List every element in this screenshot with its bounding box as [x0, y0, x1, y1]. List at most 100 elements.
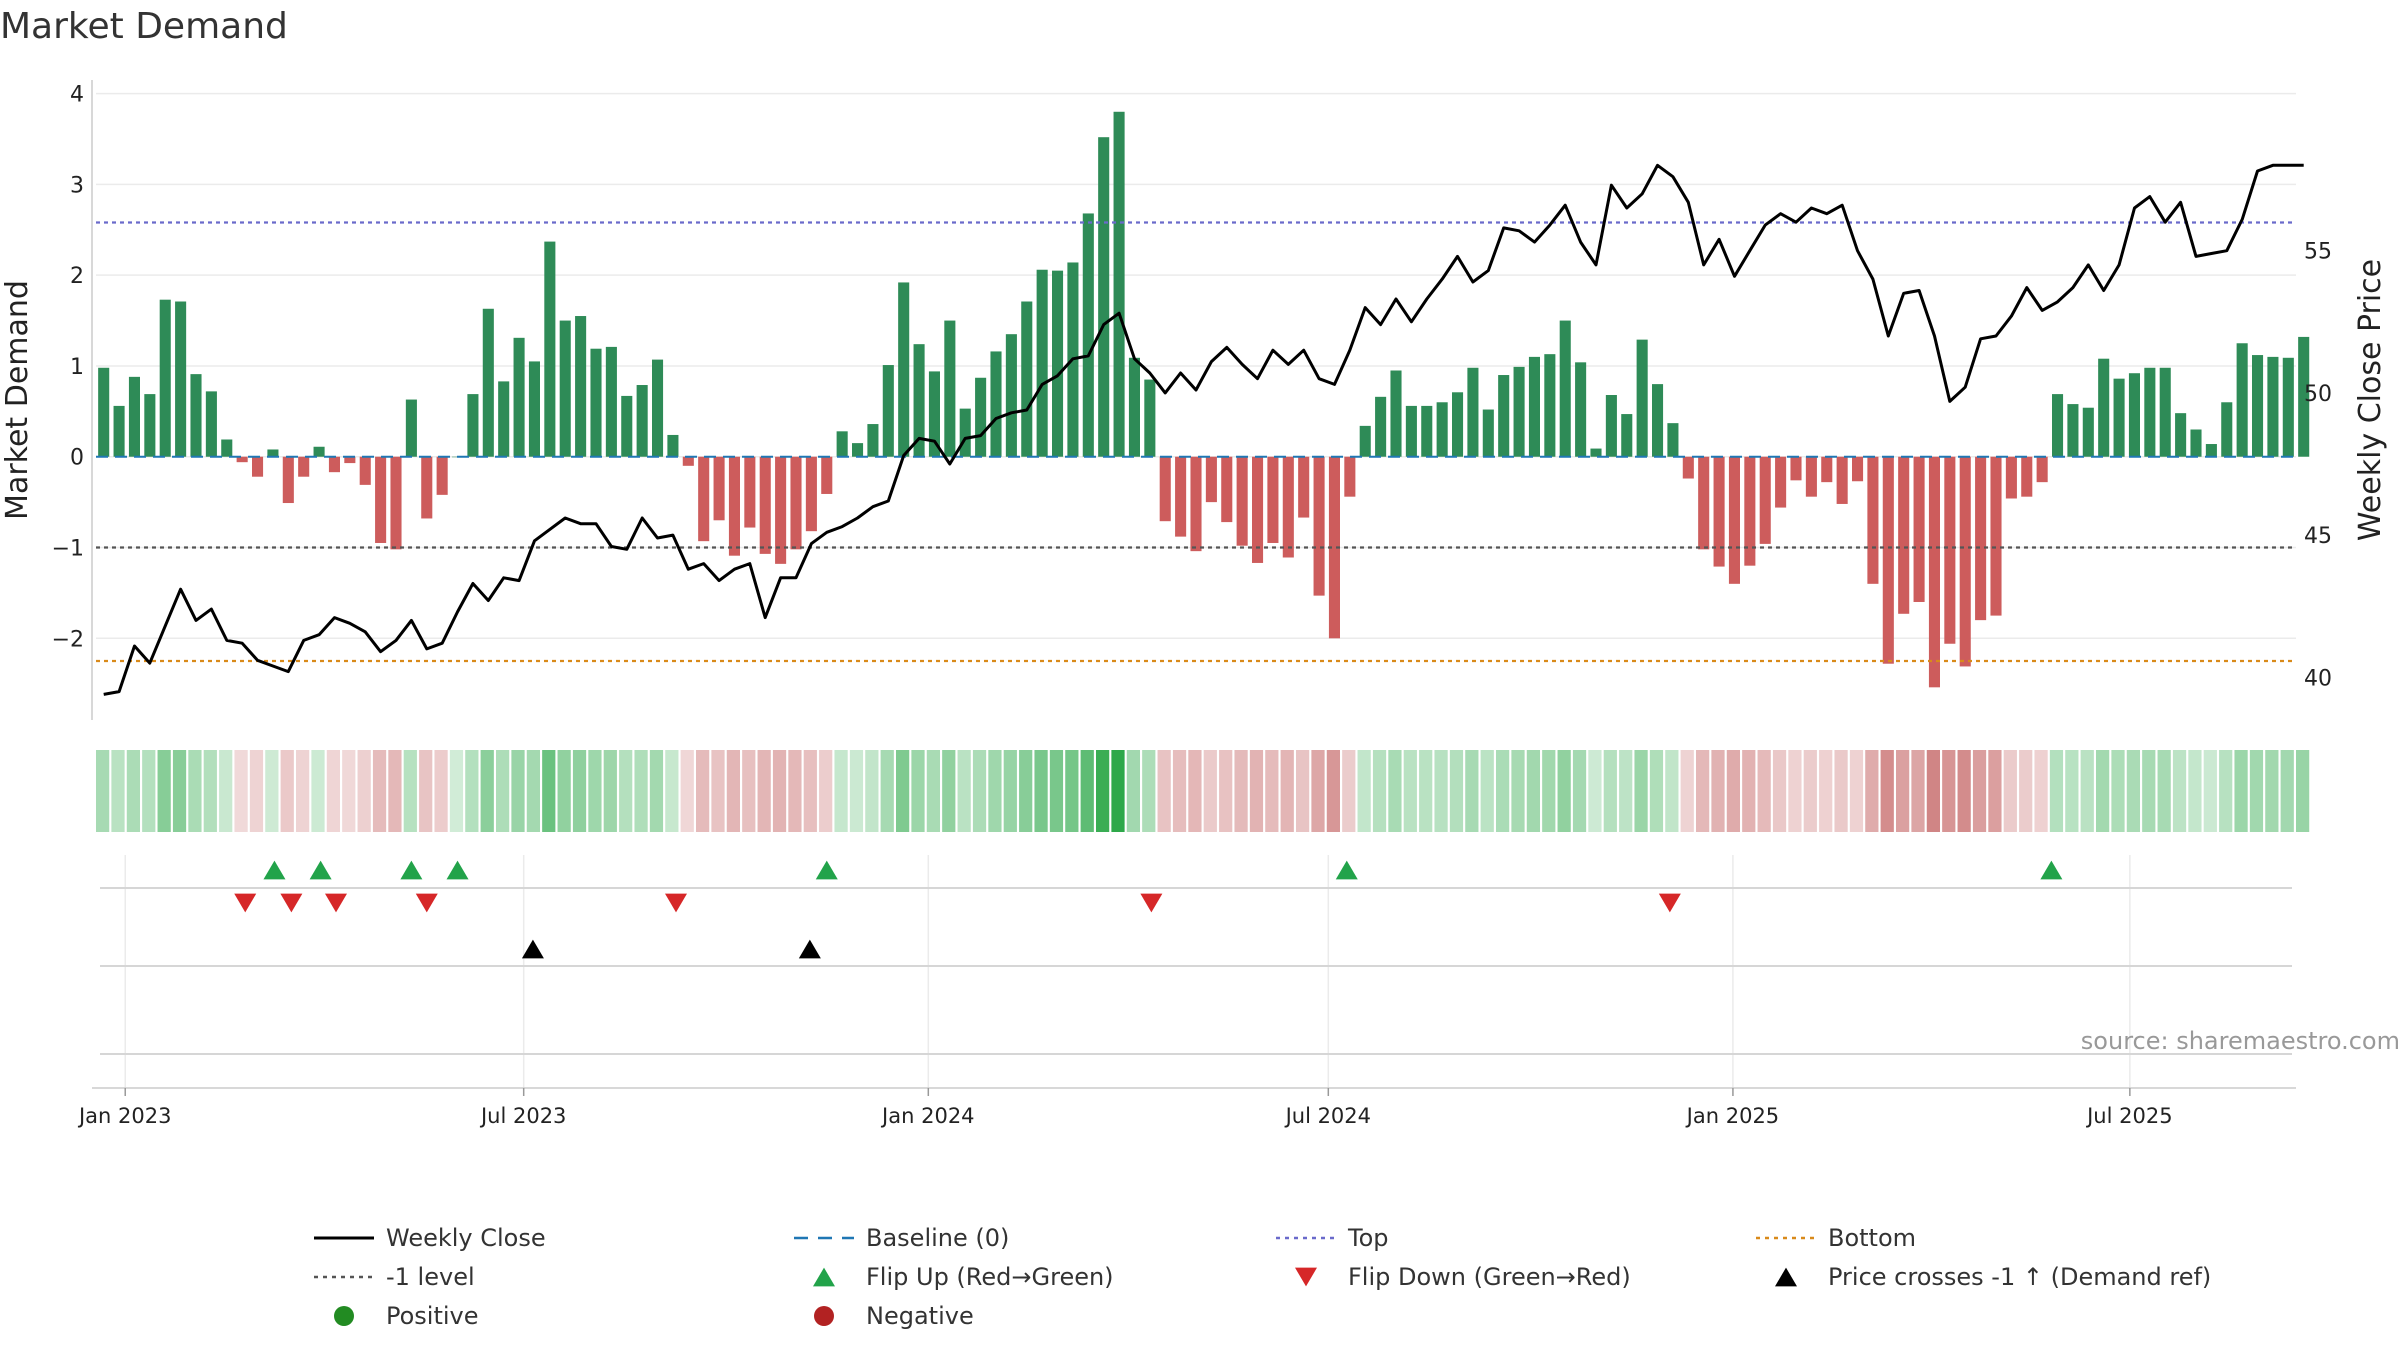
demand-bar: [1852, 456, 1864, 482]
heat-cell: [2188, 750, 2202, 832]
demand-bar: [1682, 456, 1694, 479]
heat-cell: [711, 750, 725, 832]
demand-bar: [1282, 456, 1294, 558]
legend-entry: -1 level: [314, 1263, 475, 1291]
heat-cell: [2157, 750, 2171, 832]
heat-cell: [1819, 750, 1833, 832]
demand-bar: [1205, 456, 1217, 503]
demand-bar: [359, 456, 371, 485]
left-tick-label: −2: [52, 627, 84, 652]
heat-cell: [2265, 750, 2279, 832]
x-axis: Jan 2023 Jul 2023 Jan 2024 Jul 2024 Jan 2025…: [77, 1087, 2296, 1128]
heat-cell: [1203, 750, 1217, 832]
demand-bar: [282, 456, 294, 504]
heat-cell: [234, 750, 248, 832]
demand-bars: [98, 111, 2310, 688]
heat-cell: [2096, 750, 2110, 832]
demand-bar: [1513, 366, 1525, 457]
demand-bar: [882, 365, 894, 457]
flip-down-marker: [234, 893, 257, 913]
demand-bar: [2082, 407, 2094, 457]
legend: Weekly Close Baseline (0) Top Bottom -1 leve…: [314, 1224, 2211, 1330]
demand-bar: [1975, 456, 1987, 621]
heat-cell: [1572, 750, 1587, 832]
demand-bar: [1605, 395, 1617, 457]
demand-bar: [2221, 402, 2233, 457]
legend-label: -1 level: [386, 1263, 475, 1291]
heat-cell: [526, 750, 540, 832]
demand-bar: [913, 344, 925, 457]
heat-cell: [1557, 750, 1571, 832]
heat-cell: [1049, 750, 1064, 832]
demand-bar: [1928, 456, 1940, 688]
x-tick-label: Jul 2024: [1284, 1104, 1371, 1128]
legend-entry: Baseline (0): [794, 1224, 1009, 1252]
demand-bar: [775, 456, 787, 564]
demand-bar: [390, 456, 402, 550]
demand-bar: [990, 351, 1002, 457]
heat-cell: [326, 750, 340, 832]
flip-up-marker: [1335, 860, 1358, 880]
demand-bar: [652, 359, 664, 457]
demand-bar: [1190, 456, 1202, 552]
heat-cell: [142, 750, 156, 832]
heat-cell: [1957, 750, 1971, 832]
heat-cell: [619, 750, 633, 832]
demand-bar: [1528, 356, 1540, 457]
left-tick-label: 0: [70, 446, 84, 471]
demand-bar: [1621, 414, 1633, 457]
heat-cell: [803, 750, 817, 832]
heat-cell: [1511, 750, 1525, 832]
demand-bar: [744, 456, 756, 528]
demand-bar: [2113, 378, 2125, 457]
weekly-close-line: [103, 163, 2304, 696]
demand-bar: [728, 456, 740, 556]
legend-label: Positive: [386, 1302, 479, 1330]
demand-bar: [1082, 213, 1094, 457]
heat-cell: [1757, 750, 1771, 832]
demand-bar: [682, 456, 694, 466]
heat-cell: [1357, 750, 1371, 832]
demand-bar: [236, 456, 248, 463]
right-tick-label: 40: [2304, 666, 2332, 691]
demand-bar: [575, 316, 587, 457]
heat-cell: [465, 750, 479, 832]
heat-cell: [1172, 750, 1187, 832]
right-axis-label: Weekly Close Price: [2353, 259, 2388, 541]
demand-bar: [698, 456, 710, 542]
demand-bar: [1498, 375, 1510, 457]
heat-cell: [1926, 750, 1940, 832]
heat-cell: [2219, 750, 2233, 832]
flip-up-marker: [446, 860, 469, 880]
axis-ticks: −2 −1 0 1 2 3 4 40 45 50 55: [52, 83, 2332, 692]
flip-down-marker: [280, 893, 303, 913]
legend-label: Flip Down (Green→Red): [1348, 1263, 1631, 1291]
heat-cell: [1219, 750, 1233, 832]
legend-symbol: [334, 1306, 354, 1326]
heat-cell: [1896, 750, 1910, 832]
heat-cell: [1834, 750, 1848, 832]
heat-cell: [865, 750, 879, 832]
heat-cell: [2049, 750, 2064, 832]
demand-bar: [2052, 394, 2064, 457]
heat-cell: [696, 750, 710, 832]
heat-cell: [911, 750, 925, 832]
demand-bar: [1436, 402, 1448, 457]
heat-cell: [1342, 750, 1356, 832]
heat-cell: [957, 750, 971, 832]
demand-bar: [1267, 456, 1279, 543]
heat-cell: [96, 750, 110, 832]
demand-bar: [2159, 367, 2171, 457]
heat-cell: [403, 750, 417, 832]
demand-bar: [252, 456, 264, 477]
heat-cell: [1634, 750, 1648, 832]
demand-bar: [805, 456, 817, 532]
heat-cell: [1696, 750, 1710, 832]
demand-bar: [1821, 456, 1833, 483]
heat-cell: [219, 750, 233, 832]
heat-cell: [1280, 750, 1294, 832]
demand-bar: [1944, 456, 1956, 644]
demand-bar: [1652, 384, 1664, 457]
demand-bar: [221, 439, 233, 457]
heat-cell: [2019, 750, 2033, 832]
